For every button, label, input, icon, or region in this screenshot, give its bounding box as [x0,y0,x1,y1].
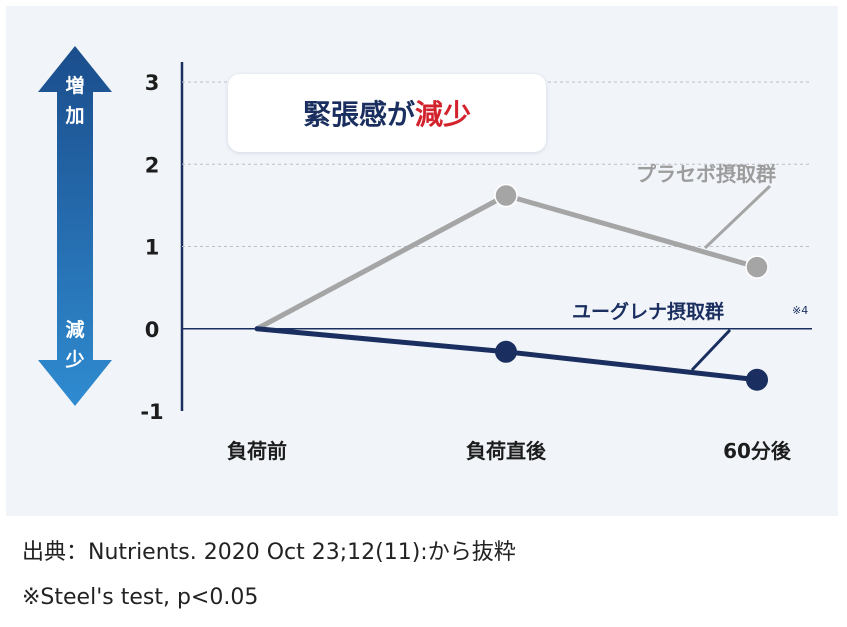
series-point-2 [495,340,517,363]
series-point-2 [746,368,768,391]
y-tick-label: 0 [145,318,160,342]
series-layer [254,183,769,391]
y-tick-labels: 3 2 1 0 -1 [140,71,163,424]
increase-decrease-arrow: 増 加 減 少 [38,46,112,406]
arrow-bottom-char-1: 減 [65,318,84,341]
title-main-text: 緊張感が [303,98,415,131]
placebo-leader-line [703,184,772,250]
y-tick-label: 1 [145,236,160,260]
statistical-test-note: ※Steel's test, p<0.05 [22,585,259,610]
arrow-bottom-char-2: 少 [64,349,84,371]
y-tick-label: 2 [145,153,160,177]
y-tick-label: -1 [140,400,163,424]
title-background [228,74,546,152]
double-arrow-icon [38,46,112,406]
y-tick-label: 3 [145,71,160,95]
arrow-top-char-1: 増 [65,74,84,97]
arrow-top-char-2: 加 [64,105,84,127]
title-accent-text: 減少 [415,98,471,131]
x-category-label: 負荷直後 [466,439,547,463]
series-point-1 [745,255,769,279]
chart-title: 緊張感が減少 [303,98,471,131]
title-box: 緊張感が減少 [228,74,546,152]
series-point-1 [494,183,518,208]
x-category-labels: 負荷前 負荷直後 60分後 [227,439,792,463]
euglena-note-mark: ※4 [792,304,808,317]
euglena-series-label: ユーグレナ摂取群 [572,300,724,323]
placebo-series-label: プラセボ摂取群 [636,162,776,186]
euglena-leader-line [690,328,732,372]
x-category-label: 60分後 [723,439,792,463]
x-category-label: 負荷前 [227,439,287,463]
source-citation: 出典：Nutrients. 2020 Oct 23;12(11):から抜粋 [22,540,516,565]
